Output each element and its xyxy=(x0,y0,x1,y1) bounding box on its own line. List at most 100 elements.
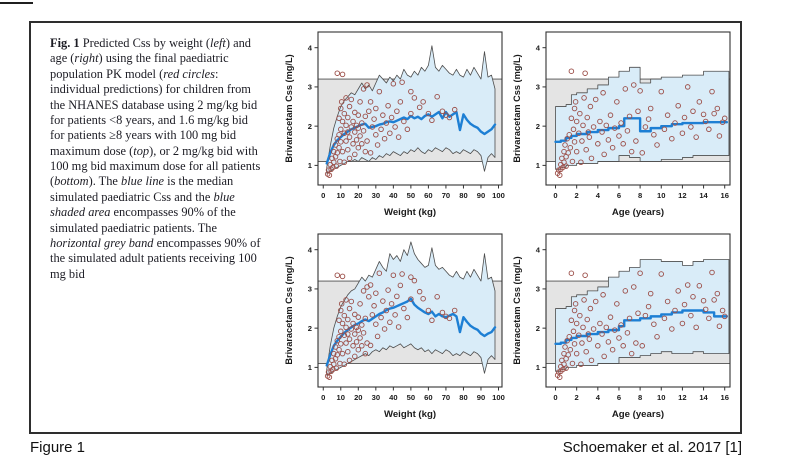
patient-point xyxy=(346,103,353,110)
patient-point xyxy=(700,111,707,118)
plot-weight-top: 0 10 20 30 40 50 60 70 80 90 100 1 2 3 4 Weight (kg) Bri… xyxy=(282,25,509,226)
caption-text: is the median simulated paediatric Css a… xyxy=(50,174,234,204)
patient-point xyxy=(343,95,349,101)
patient-point xyxy=(578,361,584,367)
patient-point xyxy=(359,322,365,328)
patient-point xyxy=(338,341,344,347)
patient-point xyxy=(582,70,588,76)
patient-point xyxy=(633,340,639,346)
patient-point xyxy=(348,124,355,130)
patient-point xyxy=(645,116,652,122)
patient-point xyxy=(681,301,688,308)
patient-point xyxy=(609,144,616,151)
citation-label: Schoemaker et al. 2017 [1] xyxy=(562,439,742,456)
page-edge-mark xyxy=(0,2,33,4)
patient-point xyxy=(380,298,386,304)
patient-point xyxy=(353,122,360,129)
patient-point xyxy=(338,328,344,335)
x-tick-label: 12 xyxy=(678,191,686,200)
patient-point xyxy=(397,282,404,289)
x-tick-label: 0 xyxy=(321,393,325,402)
patient-point xyxy=(597,118,603,125)
x-tick-label: 100 xyxy=(492,191,505,200)
patient-point xyxy=(416,288,423,295)
patient-point xyxy=(576,332,582,338)
y-axis-title: Brivaracetam Css (mg/L) xyxy=(284,54,294,162)
patient-point xyxy=(366,108,372,114)
x-tick-label: 10 xyxy=(337,191,345,200)
patient-point xyxy=(408,274,414,280)
x-tick-label: 100 xyxy=(492,393,505,402)
patient-point xyxy=(326,374,333,380)
patient-point xyxy=(675,103,681,109)
x-tick-label: 0 xyxy=(553,393,557,402)
patient-point xyxy=(570,328,577,335)
x-tick-label: 30 xyxy=(372,191,380,200)
patient-point xyxy=(355,125,362,131)
patient-point xyxy=(429,117,435,124)
patient-point xyxy=(568,115,575,122)
patient-point xyxy=(383,120,390,126)
patient-point xyxy=(592,96,599,103)
patient-point xyxy=(366,294,372,300)
x-tick-label: 8 xyxy=(638,393,642,402)
patient-point xyxy=(642,312,649,319)
patient-point xyxy=(614,301,620,307)
plot-frame xyxy=(317,31,503,186)
patient-point xyxy=(675,288,681,294)
patient-point xyxy=(362,315,369,322)
patient-point xyxy=(672,120,678,126)
patient-point xyxy=(339,71,346,78)
patient-point xyxy=(364,82,370,88)
x-tick-label: 10 xyxy=(657,191,665,200)
patient-point xyxy=(343,138,349,144)
patient-point xyxy=(367,282,374,288)
patient-point xyxy=(325,167,332,173)
patient-point xyxy=(568,270,575,276)
patient-point xyxy=(654,142,660,148)
patient-point xyxy=(566,132,573,138)
patient-point xyxy=(556,172,563,178)
patient-point xyxy=(693,324,699,331)
patient-point xyxy=(595,141,601,147)
patient-point xyxy=(376,270,383,276)
patient-point xyxy=(560,366,566,373)
median-css-line xyxy=(554,309,729,346)
patient-point xyxy=(338,126,344,133)
patient-point xyxy=(338,105,344,112)
plot-area-group xyxy=(554,259,730,380)
patient-point xyxy=(401,118,407,125)
patient-point xyxy=(624,330,631,336)
patient-point xyxy=(355,112,362,118)
caption-text: ) using the final paediatric population … xyxy=(50,51,229,81)
patient-point xyxy=(573,350,580,357)
patient-point xyxy=(350,320,356,327)
y-tick-label: 3 xyxy=(308,83,312,92)
patient-point xyxy=(374,142,381,148)
y-tick-label: 3 xyxy=(536,285,540,294)
patient-point xyxy=(394,293,400,300)
patient-point xyxy=(603,122,610,129)
patient-point xyxy=(362,148,369,155)
patient-point xyxy=(709,269,715,276)
patient-point xyxy=(584,114,590,121)
patient-point xyxy=(600,292,606,298)
caption-emphasis: top xyxy=(133,143,150,158)
plot-age-top: 0 2 4 6 8 10 12 14 16 1 2 3 4 Age (years) Brivaracetam… xyxy=(510,25,737,226)
paediatric-90pct-area xyxy=(326,45,496,174)
x-tick-label: 16 xyxy=(720,191,728,200)
patient-point xyxy=(350,141,356,147)
patient-point xyxy=(394,108,400,114)
patient-points-group xyxy=(324,270,458,380)
patient-point xyxy=(688,124,694,130)
patient-point xyxy=(348,96,355,103)
caption-text: ), or 2 mg/kg bid with 100 mg bid maximu… xyxy=(50,143,261,189)
patient-point xyxy=(390,272,397,278)
patient-point xyxy=(605,137,612,143)
patient-point xyxy=(587,305,594,312)
patient-point xyxy=(345,348,351,355)
patient-point xyxy=(599,331,605,337)
y-tick-label: 4 xyxy=(308,43,313,52)
patient-point xyxy=(395,324,402,330)
